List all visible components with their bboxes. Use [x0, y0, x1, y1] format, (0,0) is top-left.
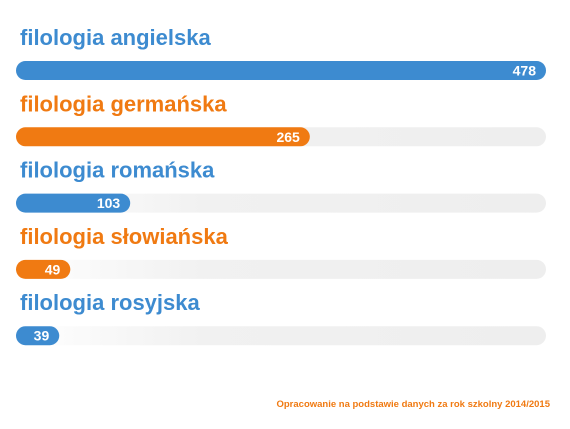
- bar: [16, 326, 60, 346]
- category-label: filologia rosyjska: [20, 290, 200, 315]
- category-label: filologia germańska: [20, 91, 227, 116]
- bar: [16, 61, 546, 80]
- value-label: 49: [45, 261, 61, 277]
- bar-track: [16, 193, 546, 213]
- category-label: filologia angielska: [20, 25, 211, 50]
- category-label: filologia słowiańska: [20, 224, 229, 249]
- bar: [16, 127, 310, 147]
- value-label: 478: [513, 63, 537, 79]
- value-label: 103: [97, 195, 121, 211]
- bar: [16, 259, 71, 279]
- bar-track: [16, 326, 546, 346]
- bars-layer: filologia angielska 478 filologia germańsk…: [16, 25, 546, 346]
- value-label: 265: [276, 129, 300, 145]
- bar: [16, 193, 131, 213]
- bar-track: [16, 259, 546, 279]
- category-label: filologia romańska: [20, 158, 215, 183]
- source-note: Opracowanie na podstawie danych za rok s…: [276, 399, 550, 410]
- value-label: 39: [34, 328, 50, 344]
